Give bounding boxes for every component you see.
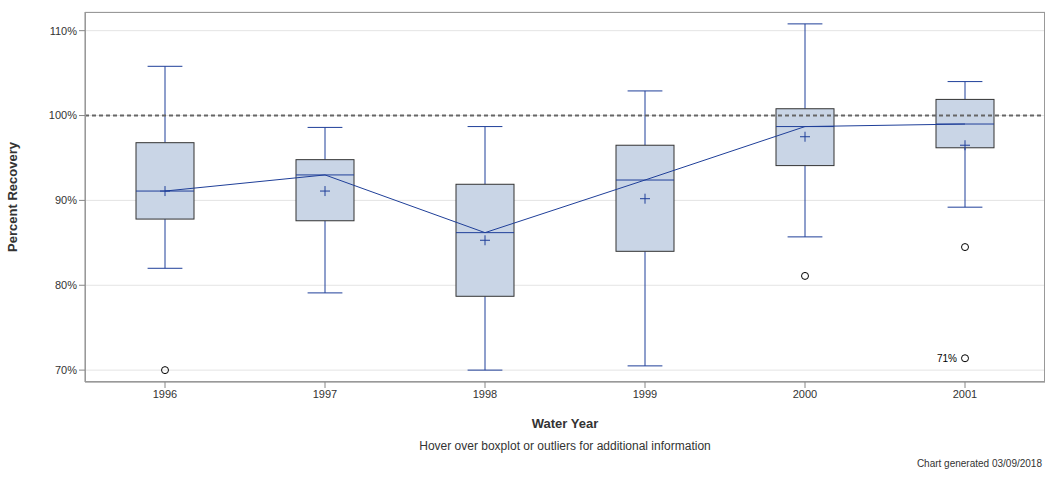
svg-text:2001: 2001 [953,388,977,400]
svg-text:2000: 2000 [793,388,817,400]
html-text:Hover over boxplot or outliers: Hover over boxplot or outliers for addit… [419,439,711,453]
svg-text:Water Year: Water Year [532,416,599,431]
svg-text:80%: 80% [55,279,77,291]
svg-text:70%: 70% [55,364,77,376]
svg-text:110%: 110% [50,25,78,37]
svg-text:1999: 1999 [633,388,657,400]
svg-text:1996: 1996 [153,388,177,400]
svg-text:71%: 71% [937,353,957,364]
svg-text:1998: 1998 [473,388,497,400]
svg-text:100%: 100% [49,109,77,121]
svg-text:Percent Recovery: Percent Recovery [8,141,20,252]
svg-text:90%: 90% [55,194,77,206]
svg-text:1997: 1997 [313,388,337,400]
html-text:Chart generated 03/09/2018: Chart generated 03/09/2018 [916,458,1042,469]
